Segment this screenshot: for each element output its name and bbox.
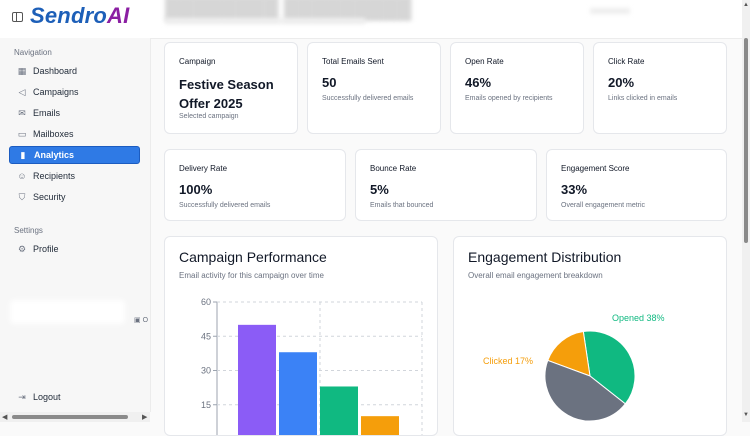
page-title-blurred: ████████ █████████ <box>165 0 412 20</box>
horizontal-scrollbar[interactable]: ◀ ▶ <box>0 412 150 422</box>
logout-icon: ⇥ <box>18 392 26 402</box>
stat-card-open-rate: Open Rate 46% Emails opened by recipient… <box>450 42 584 134</box>
y-tick-label: 60 <box>201 297 211 307</box>
pie-label: Clicked 17% <box>483 356 533 366</box>
scrollbar-thumb[interactable] <box>12 415 128 419</box>
stat-label: Campaign <box>179 57 216 66</box>
stat-sub: Emails that bounced <box>370 202 434 209</box>
logout-button[interactable]: ⇥ Logout <box>9 388 140 406</box>
stat-value: 100% <box>179 182 213 197</box>
sidebar-item-profile[interactable]: ⚙ Profile <box>9 240 140 258</box>
stat-sub: Selected campaign <box>179 113 239 120</box>
sidebar-item-label: Profile <box>33 244 59 254</box>
sidebar-item-recipients[interactable]: ☺ Recipients <box>9 167 140 185</box>
campaign-performance-card: Campaign Performance Email activity for … <box>164 236 438 436</box>
sidebar-item-campaigns[interactable]: ◁ Campaigns <box>9 83 140 101</box>
bar <box>320 386 358 435</box>
grid-icon: ▦ <box>17 66 27 76</box>
sidebar-item-label: Security <box>33 192 66 202</box>
scroll-up-icon[interactable]: ▲ <box>743 2 749 8</box>
stat-card-engagement-score: Engagement Score 33% Overall engagement … <box>546 149 727 221</box>
bar <box>279 352 317 435</box>
stat-label: Bounce Rate <box>370 164 417 173</box>
stat-label: Delivery Rate <box>179 164 228 173</box>
megaphone-icon: ◁ <box>18 87 26 97</box>
stat-sub: Overall engagement metric <box>561 202 646 209</box>
stat-sub: Emails opened by recipients <box>465 95 553 102</box>
bar <box>238 324 276 435</box>
y-tick-label: 15 <box>201 400 211 410</box>
sidebar-toggle-icon[interactable] <box>12 12 23 22</box>
stat-label: Total Emails Sent <box>322 57 384 66</box>
stat-value: 33% <box>561 182 588 197</box>
sidebar-item-label: Mailboxes <box>33 129 74 139</box>
y-tick-label: 30 <box>201 366 211 376</box>
card-title: Engagement Distribution <box>468 249 622 265</box>
scroll-left-icon[interactable]: ◀ <box>2 414 8 421</box>
card-subtitle: Email activity for this campaign over ti… <box>179 271 324 280</box>
brand-logo[interactable]: SendroAI <box>30 3 129 29</box>
pie-slice <box>544 359 627 422</box>
stat-card-click-rate: Click Rate 20% Links clicked in emails <box>593 42 727 134</box>
page-subtitle-blurred <box>165 18 365 24</box>
scroll-down-icon[interactable]: ▼ <box>743 412 749 418</box>
engagement-distribution-card: Engagement Distribution Overall email en… <box>453 236 727 436</box>
sidebar-item-label: Dashboard <box>33 66 78 76</box>
user-status-text: O <box>142 317 149 324</box>
user-status: ▣ O <box>134 317 149 324</box>
nav-section-label: Navigation <box>14 48 52 57</box>
inbox-icon: ▭ <box>17 129 27 139</box>
shield-icon: ⛉ <box>18 192 26 202</box>
stat-sub: Successfully delivered emails <box>179 202 271 209</box>
top-bar: SendroAI ████████ █████████ <box>0 0 742 39</box>
bar <box>361 416 399 435</box>
scroll-right-icon[interactable]: ▶ <box>142 414 148 421</box>
brand-part2: AI <box>107 3 130 28</box>
y-tick-label: 45 <box>201 331 211 341</box>
sidebar-item-security[interactable]: ⛉ Security <box>9 188 140 206</box>
brand-part1: Sendro <box>30 3 107 28</box>
stat-value: 5% <box>370 182 389 197</box>
stat-sub: Links clicked in emails <box>608 95 678 102</box>
stat-value: 46% <box>465 75 492 90</box>
sidebar: Navigation ▦ Dashboard ◁ Campaigns ✉ Ema… <box>0 38 151 412</box>
logout-label: Logout <box>33 392 61 402</box>
stat-label: Open Rate <box>465 57 504 66</box>
stat-value: Festive Season Offer 2025 <box>179 77 274 111</box>
pie-label: Opened 38% <box>612 313 665 323</box>
sidebar-item-label: Recipients <box>33 171 76 181</box>
settings-section-label: Settings <box>14 226 43 235</box>
stat-label: Click Rate <box>608 57 645 66</box>
pie-slice <box>582 330 636 405</box>
vertical-scrollbar[interactable]: ▲ ▼ <box>742 0 750 422</box>
user-info-blurred[interactable] <box>10 300 125 324</box>
sidebar-item-label: Emails <box>33 108 61 118</box>
stat-card-total-sent: Total Emails Sent 50 Successfully delive… <box>307 42 441 134</box>
scrollbar-thumb[interactable] <box>744 38 748 243</box>
sidebar-item-emails[interactable]: ✉ Emails <box>9 104 140 122</box>
sidebar-item-analytics[interactable]: ▮ Analytics <box>9 146 140 164</box>
mail-icon: ✉ <box>18 108 26 118</box>
header-right-blurred <box>590 8 630 14</box>
bar-chart: 15 30 45 60 <box>201 297 423 435</box>
gear-icon: ⚙ <box>17 244 27 254</box>
card-title: Campaign Performance <box>179 249 327 265</box>
sidebar-item-dashboard[interactable]: ▦ Dashboard <box>9 62 140 80</box>
stat-value: 20% <box>608 75 635 90</box>
sidebar-item-label: Analytics <box>34 150 75 160</box>
stat-card-campaign: Campaign Festive Season Offer 2025 Selec… <box>164 42 298 134</box>
sidebar-item-mailboxes[interactable]: ▭ Mailboxes <box>9 125 140 143</box>
card-subtitle: Overall email engagement breakdown <box>468 271 603 280</box>
sidebar-item-label: Campaigns <box>33 87 79 97</box>
pie-chart: Opened 38% Clicked 17% <box>483 313 665 422</box>
bar-chart-icon: ▮ <box>20 150 26 160</box>
stat-sub: Successfully delivered emails <box>322 95 414 102</box>
stat-card-delivery-rate: Delivery Rate 100% Successfully delivere… <box>164 149 346 221</box>
stat-value: 50 <box>322 75 337 90</box>
pie-slice <box>547 330 591 377</box>
stat-label: Engagement Score <box>561 164 630 173</box>
users-icon: ☺ <box>17 171 27 181</box>
stat-card-bounce-rate: Bounce Rate 5% Emails that bounced <box>355 149 537 221</box>
